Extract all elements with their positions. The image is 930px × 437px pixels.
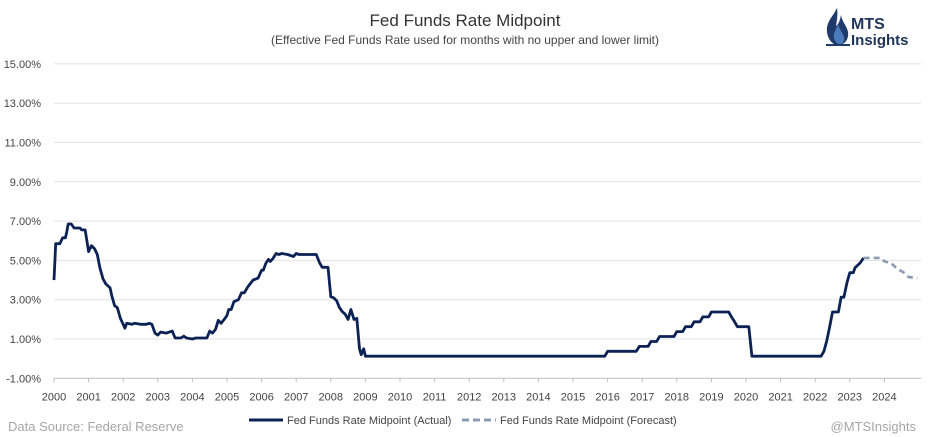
x-tick-label: 2008: [319, 391, 343, 403]
gridlines: [54, 63, 921, 340]
x-tick-label: 2023: [838, 391, 862, 403]
x-tick-label: 2017: [630, 391, 654, 403]
x-tick-label: 2014: [526, 391, 550, 403]
y-axis-ticks: 15.00% 13.00% 11.00% 9.00% 7.00% 5.00% 3.00% 1.…: [4, 59, 42, 385]
x-tick-label: 2019: [699, 391, 723, 403]
y-tick-label: 5.00%: [10, 255, 41, 267]
series-line-forecast: [863, 256, 918, 280]
x-tick-label: 2007: [284, 391, 308, 403]
x-tick-label: 2018: [665, 391, 689, 403]
legend: Fed Funds Rate Midpoint (Actual) Fed Fun…: [249, 415, 677, 427]
x-tick-label: 2009: [353, 391, 377, 403]
x-tick-label: 2011: [423, 391, 447, 403]
y-tick-label: 15.00%: [4, 59, 42, 71]
x-tick-label: 2020: [734, 391, 758, 403]
x-tick-label: 2013: [492, 391, 516, 403]
social-handle: @MTSInsights: [831, 419, 917, 434]
series-line-actual: [52, 222, 865, 358]
y-tick-label: 13.00%: [4, 98, 42, 110]
x-tick-label: 2005: [215, 391, 239, 403]
chart-title: Fed Funds Rate Midpoint: [370, 11, 561, 30]
x-tick-label: 2021: [768, 391, 792, 403]
legend-label-actual: Fed Funds Rate Midpoint (Actual): [287, 415, 451, 427]
brand-logo: MTS Insights: [826, 8, 909, 49]
x-tick-label: 2016: [595, 391, 619, 403]
x-tick-label: 2004: [180, 391, 204, 403]
flame-icon: [826, 8, 850, 46]
y-tick-label: -1.00%: [6, 373, 41, 385]
legend-label-forecast: Fed Funds Rate Midpoint (Forecast): [500, 415, 677, 427]
y-tick-label: 11.00%: [5, 138, 42, 150]
x-axis-ticks: 2000 2001 2002 2003 2004 2005 2006 2007 2008 2009…: [42, 378, 897, 403]
chart-subtitle: (Effective Fed Funds Rate used for month…: [271, 33, 659, 47]
brand-name-line1: MTS: [851, 16, 885, 33]
brand-name-line2: Insights: [851, 32, 909, 49]
x-tick-label: 2024: [872, 391, 896, 403]
data-source-note: Data Source: Federal Reserve: [8, 419, 184, 434]
x-tick-label: 2003: [146, 391, 170, 403]
x-tick-label: 2006: [249, 391, 273, 403]
y-tick-label: 3.00%: [10, 295, 41, 307]
x-tick-label: 2012: [457, 391, 481, 403]
x-tick-label: 2022: [803, 391, 827, 403]
x-tick-label: 2015: [561, 391, 585, 403]
x-tick-label: 2002: [111, 391, 135, 403]
y-tick-label: 1.00%: [10, 334, 41, 346]
x-tick-label: 2000: [42, 391, 66, 403]
series-layer: [52, 222, 918, 358]
x-tick-label: 2001: [76, 391, 100, 403]
x-tick-label: 2010: [388, 391, 412, 403]
y-tick-label: 7.00%: [10, 216, 41, 228]
y-tick-label: 9.00%: [10, 177, 41, 189]
